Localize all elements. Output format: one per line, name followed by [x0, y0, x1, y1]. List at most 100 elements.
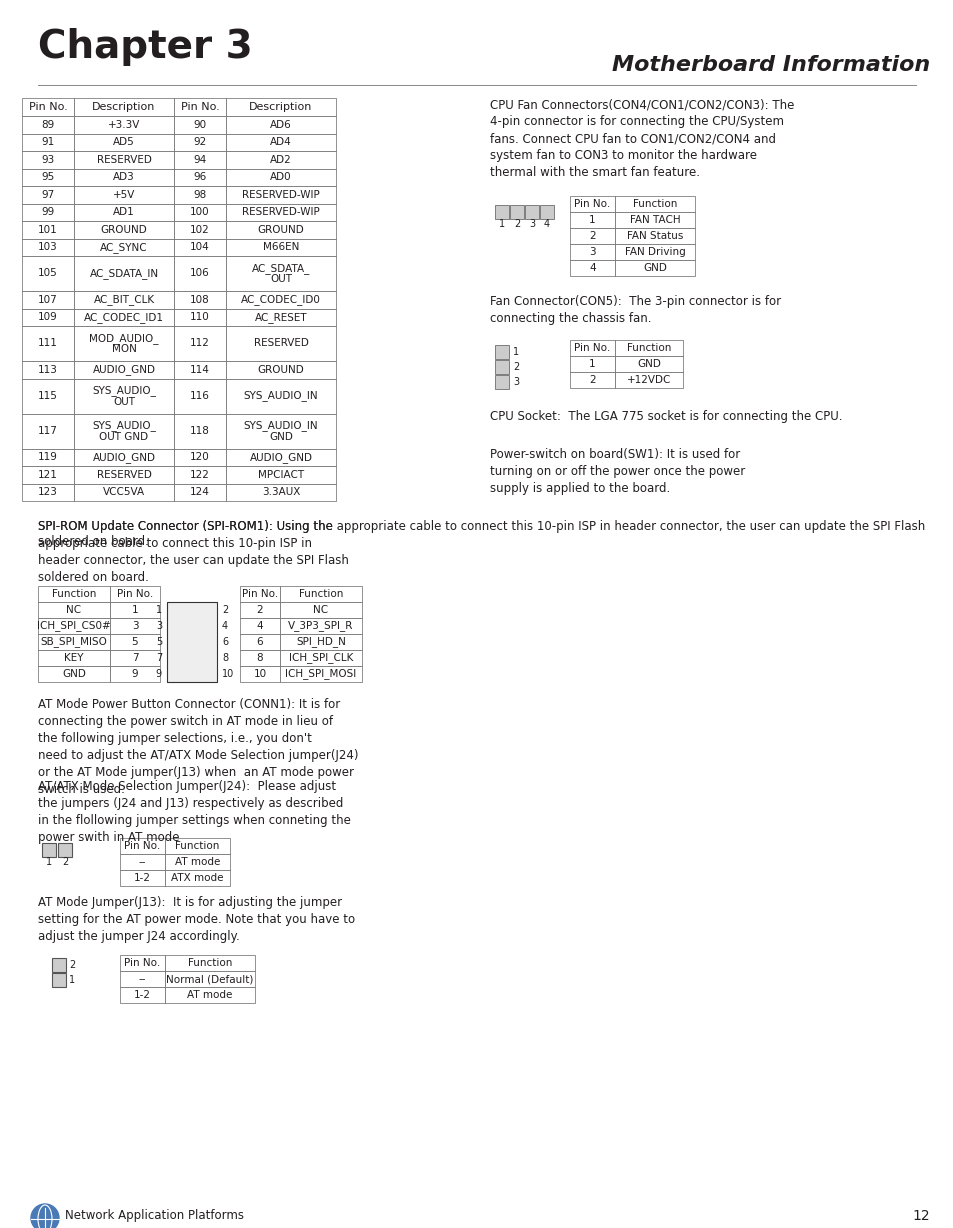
Bar — [110, 650, 160, 666]
Text: Pin No.: Pin No. — [574, 343, 610, 352]
Text: AD1: AD1 — [113, 208, 134, 217]
Bar — [167, 634, 177, 650]
Bar — [52, 973, 66, 987]
Text: AC_RESET: AC_RESET — [254, 312, 307, 323]
Text: 1: 1 — [155, 605, 162, 615]
Bar — [173, 185, 226, 204]
Bar — [280, 602, 361, 618]
Bar — [52, 958, 66, 973]
Bar — [226, 151, 335, 168]
Text: 4: 4 — [589, 263, 596, 273]
Text: AUDIO_GND: AUDIO_GND — [92, 452, 155, 463]
Bar — [207, 618, 216, 634]
Text: Function: Function — [298, 589, 343, 599]
Text: ICH_SPI_CS0#: ICH_SPI_CS0# — [37, 620, 111, 631]
Text: 8: 8 — [256, 653, 263, 663]
Text: AUDIO_GND: AUDIO_GND — [250, 452, 313, 463]
Text: Function: Function — [188, 958, 232, 968]
Text: +12VDC: +12VDC — [626, 375, 671, 386]
Text: AD2: AD2 — [270, 155, 292, 165]
Text: SYS_AUDIO_
OUT GND: SYS_AUDIO_ OUT GND — [92, 420, 155, 442]
Text: AD4: AD4 — [270, 138, 292, 147]
Bar — [615, 260, 695, 276]
Bar — [173, 134, 226, 151]
Bar — [22, 185, 74, 204]
Bar — [74, 204, 173, 221]
Text: 2: 2 — [513, 362, 518, 372]
Text: 119: 119 — [38, 452, 58, 462]
Bar — [569, 228, 615, 244]
Text: GROUND: GROUND — [257, 365, 304, 375]
Bar — [226, 465, 335, 484]
Bar — [524, 205, 538, 219]
Bar — [74, 325, 173, 361]
Text: Normal (Default): Normal (Default) — [166, 974, 253, 984]
Bar — [173, 484, 226, 501]
Text: 96: 96 — [193, 172, 207, 182]
Bar — [173, 361, 226, 378]
Text: 2: 2 — [222, 605, 228, 615]
Bar — [510, 205, 523, 219]
Text: AT mode: AT mode — [187, 990, 233, 1000]
Text: Description: Description — [249, 102, 313, 112]
Bar — [569, 212, 615, 228]
Bar — [226, 378, 335, 414]
Bar — [173, 115, 226, 134]
Bar — [74, 238, 173, 255]
Text: --: -- — [138, 857, 146, 867]
Text: Pin No.: Pin No. — [124, 841, 160, 851]
Text: 101: 101 — [38, 225, 58, 235]
Text: KEY: KEY — [64, 653, 84, 663]
Bar — [240, 666, 280, 682]
Text: Motherboard Information: Motherboard Information — [611, 55, 929, 75]
Text: AT mode: AT mode — [174, 857, 220, 867]
Text: 4: 4 — [222, 621, 228, 631]
Text: 124: 124 — [190, 488, 210, 497]
Text: Chapter 3: Chapter 3 — [38, 28, 253, 66]
Bar — [74, 115, 173, 134]
Text: 5: 5 — [155, 637, 162, 647]
Text: AC_SDATA_IN: AC_SDATA_IN — [90, 268, 158, 279]
Text: 1: 1 — [132, 605, 138, 615]
Bar — [110, 602, 160, 618]
Text: Pin No.: Pin No. — [29, 102, 68, 112]
Text: --: -- — [138, 974, 146, 984]
Bar — [539, 205, 554, 219]
Bar — [207, 634, 216, 650]
Bar — [38, 634, 110, 650]
Text: AT Mode Jumper(J13):  It is for adjusting the jumper
setting for the AT power mo: AT Mode Jumper(J13): It is for adjusting… — [38, 896, 355, 943]
Bar — [110, 634, 160, 650]
Bar — [569, 340, 615, 356]
Bar — [74, 465, 173, 484]
Bar — [22, 204, 74, 221]
Text: 1-2: 1-2 — [133, 873, 151, 883]
Bar — [280, 618, 361, 634]
Text: 1: 1 — [46, 857, 52, 867]
Text: 106: 106 — [190, 269, 210, 279]
Bar — [165, 955, 254, 971]
Text: 118: 118 — [190, 426, 210, 436]
Text: 117: 117 — [38, 426, 58, 436]
Bar — [120, 955, 165, 971]
Text: ICH_SPI_CLK: ICH_SPI_CLK — [289, 652, 353, 663]
Text: NC: NC — [67, 605, 81, 615]
Text: 5: 5 — [132, 637, 138, 647]
Text: 10: 10 — [222, 669, 234, 679]
Bar — [173, 221, 226, 238]
Text: AD5: AD5 — [113, 138, 134, 147]
Bar — [22, 98, 74, 115]
Bar — [226, 238, 335, 255]
Text: +5V: +5V — [112, 190, 135, 200]
Bar — [495, 375, 509, 389]
Bar — [173, 378, 226, 414]
Text: AC_CODEC_ID1: AC_CODEC_ID1 — [84, 312, 164, 323]
Text: 104: 104 — [190, 242, 210, 252]
Bar — [167, 666, 177, 682]
Text: NC: NC — [314, 605, 328, 615]
Bar — [22, 221, 74, 238]
Bar — [74, 378, 173, 414]
Text: FAN Driving: FAN Driving — [624, 247, 684, 257]
Bar — [74, 448, 173, 465]
Text: 115: 115 — [38, 391, 58, 402]
Bar — [110, 666, 160, 682]
